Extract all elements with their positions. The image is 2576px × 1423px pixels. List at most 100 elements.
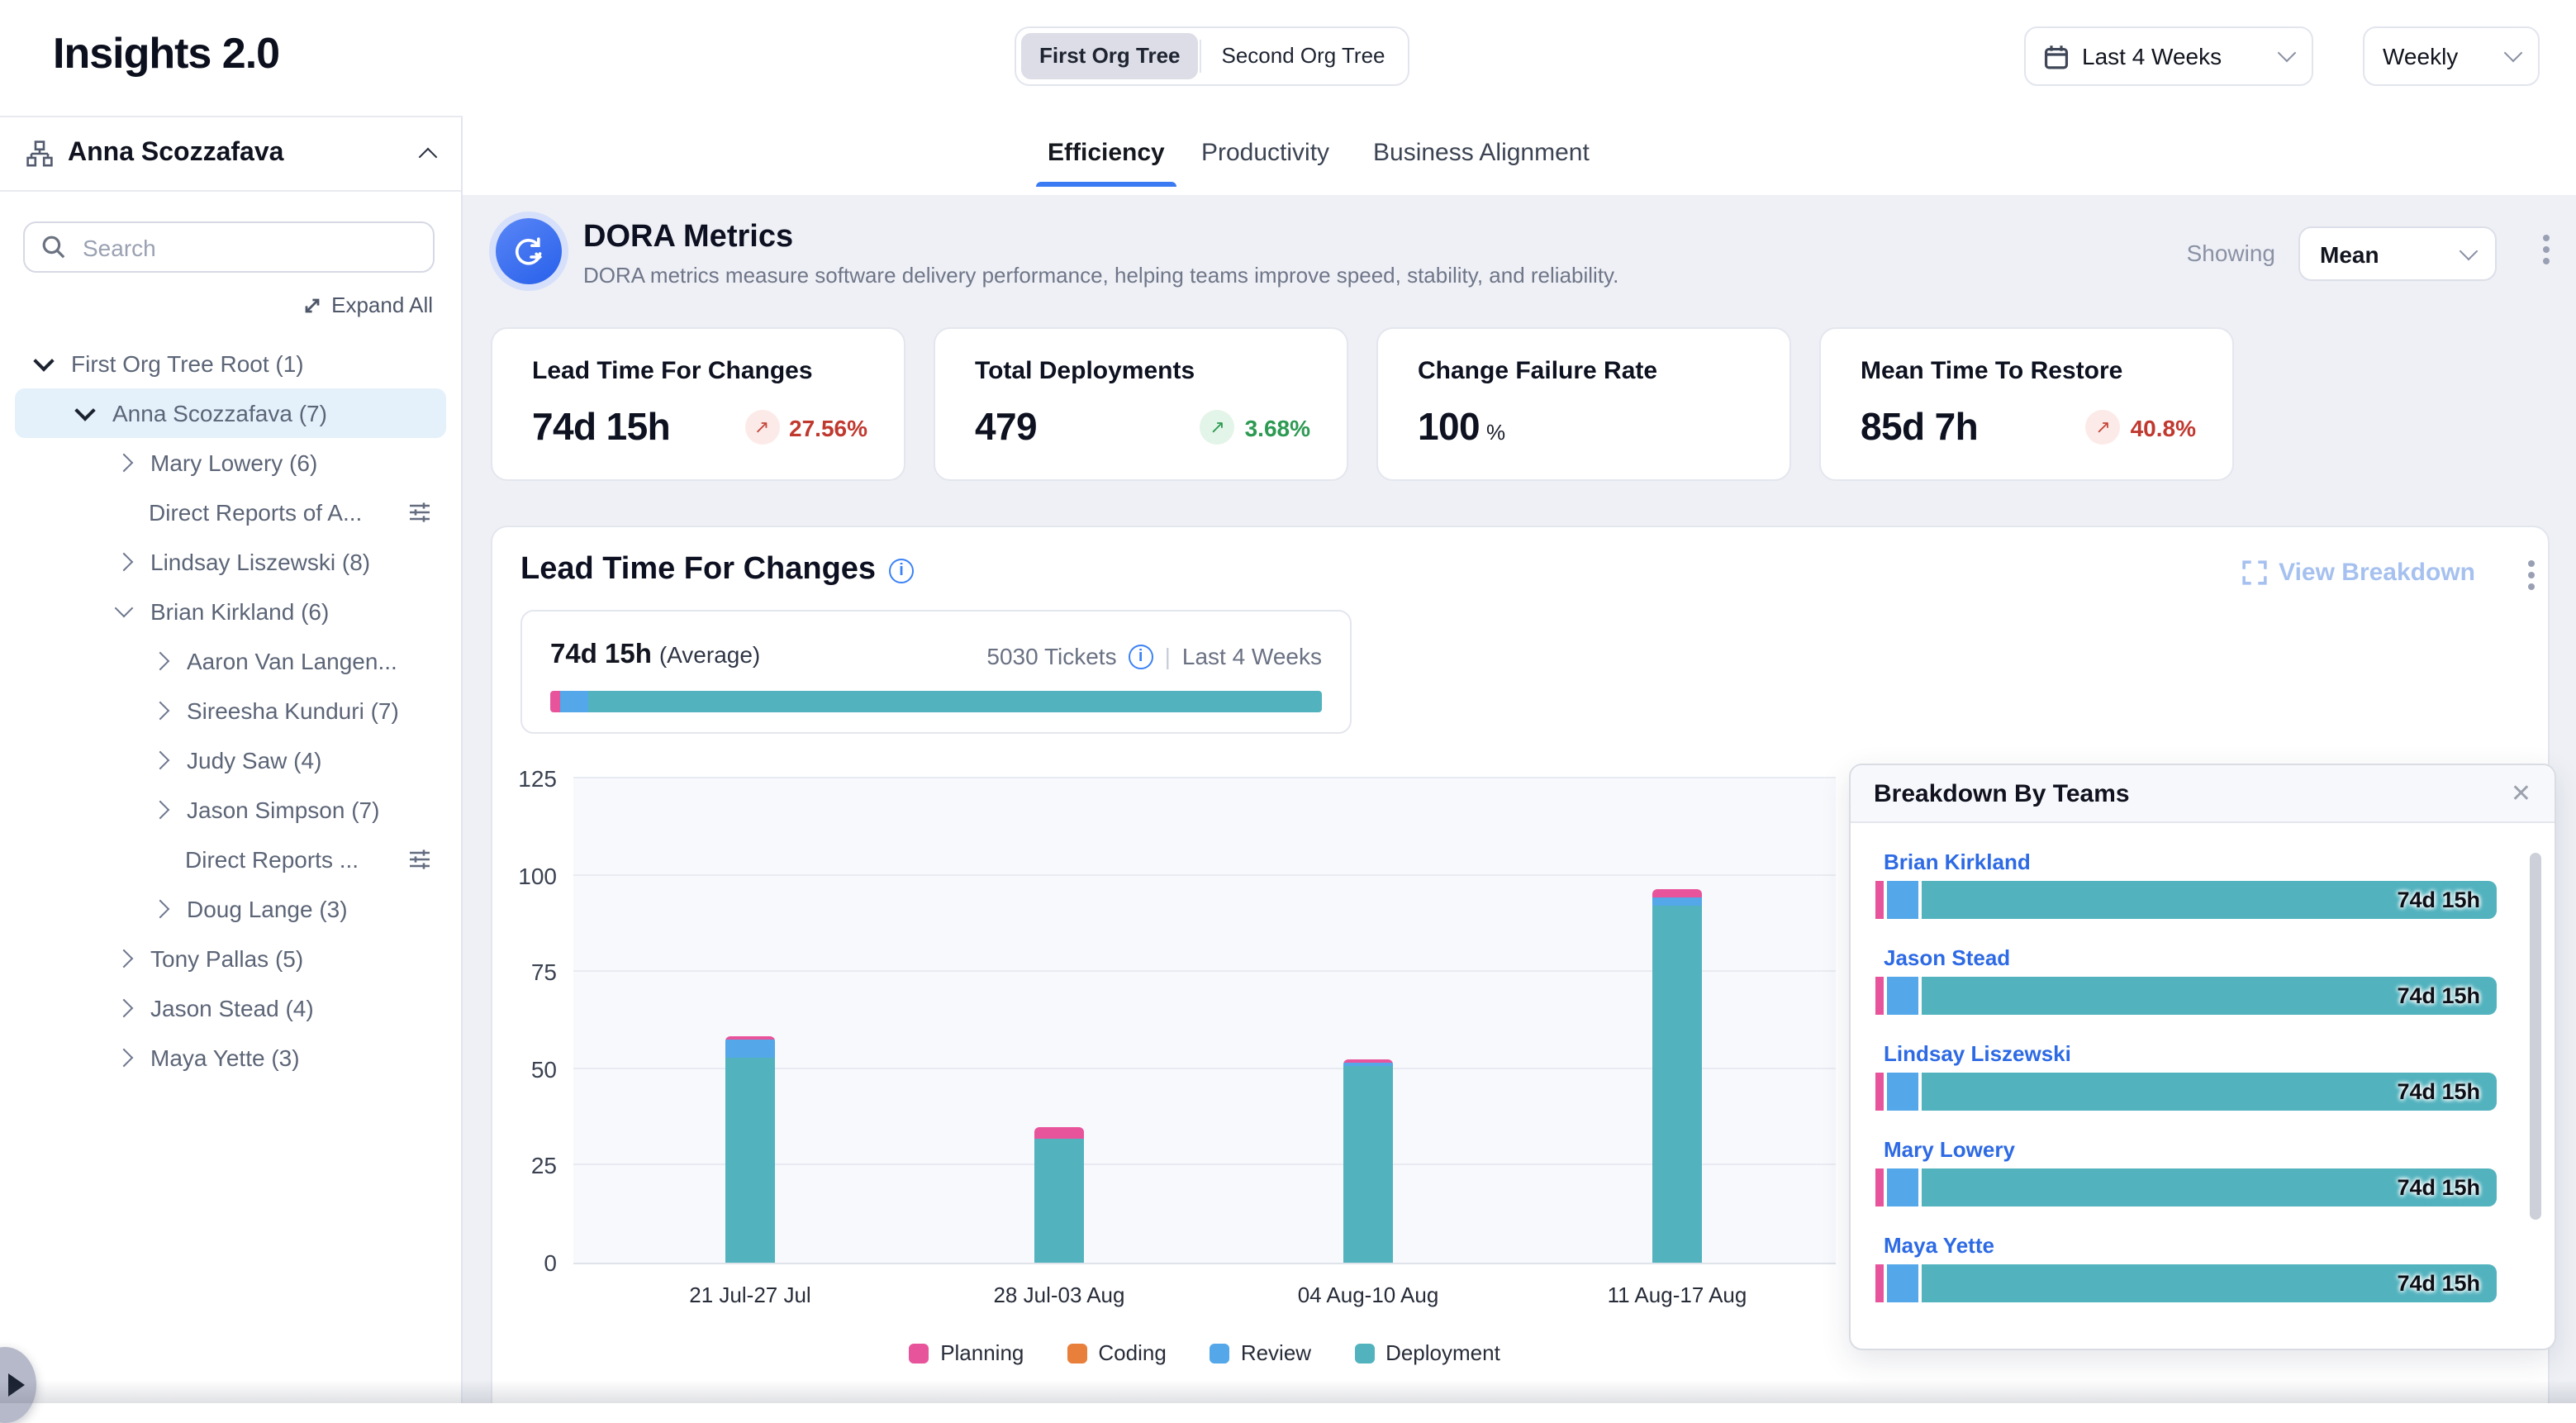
calendar-icon [2044, 44, 2069, 69]
chevron-down-icon [2460, 241, 2479, 260]
chevron-right-icon[interactable] [115, 999, 134, 1018]
tab-efficiency[interactable]: Efficiency [1048, 139, 1165, 167]
date-range-value: Last 4 Weeks [2082, 43, 2222, 69]
showing-select[interactable]: Mean [2298, 226, 2497, 281]
period-label: Last 4 Weeks [1182, 643, 1322, 669]
search-input[interactable] [79, 232, 416, 262]
team-value: 74d 15h [2397, 983, 2480, 1008]
tree-item-aaron-van-langen[interactable]: Aaron Van Langen... [15, 636, 446, 686]
tree-item-sireesha-kunduri[interactable]: Sireesha Kunduri (7) [15, 686, 446, 735]
toggle-first-org-tree[interactable]: First Org Tree [1021, 33, 1199, 79]
card-change-failure-rate[interactable]: Change Failure Rate 100% [1376, 327, 1791, 481]
chevron-down-icon [2504, 44, 2523, 63]
top-bar: Insights 2.0 First Org Tree Second Org T… [0, 0, 2576, 116]
team-phase-bar: 74d 15h [1875, 1073, 2497, 1111]
bar-21jul-27jul[interactable] [725, 1036, 775, 1263]
team-row-lindsay-liszewski: Lindsay Liszewski 74d 15h [1875, 1041, 2497, 1111]
filter-sliders-icon[interactable] [408, 848, 431, 871]
team-link[interactable]: Lindsay Liszewski [1884, 1041, 2497, 1066]
close-icon[interactable]: ✕ [2511, 781, 2531, 806]
team-row-jason-stead: Jason Stead 74d 15h [1875, 945, 2497, 1015]
sidebar-search[interactable] [23, 221, 435, 273]
chevron-right-icon[interactable] [151, 801, 170, 820]
filter-sliders-icon[interactable] [408, 501, 431, 524]
tree-item-brian-kirkland[interactable]: Brian Kirkland (6) [15, 587, 446, 636]
metric-cards-row: Lead Time For Changes 74d 15h ↗ 27.56% T… [491, 327, 2234, 481]
team-value: 74d 15h [2397, 888, 2480, 912]
chevron-up-icon[interactable] [419, 148, 438, 167]
team-link[interactable]: Brian Kirkland [1884, 850, 2497, 874]
planning-bar-segment [1652, 889, 1702, 897]
date-range-select[interactable]: Last 4 Weeks [2024, 26, 2313, 86]
average-summary-box: 74d 15h (Average) 5030 Tickets i | Last … [520, 610, 1352, 734]
chevron-right-icon[interactable] [151, 702, 170, 721]
tree-item-maya-yette[interactable]: Maya Yette (3) [15, 1033, 446, 1083]
chevron-right-icon[interactable] [115, 454, 134, 473]
legend-coding: Coding [1067, 1340, 1166, 1365]
sidebar-header[interactable]: Anna Scozzafava [0, 117, 461, 192]
chevron-down-icon[interactable] [33, 350, 54, 370]
team-phase-bar: 74d 15h [1875, 881, 2497, 919]
sidebar-owner-name: Anna Scozzafava [68, 139, 283, 169]
expand-all-label: Expand All [331, 293, 433, 317]
chevron-right-icon[interactable] [151, 751, 170, 770]
tree-item-anna-scozzafava[interactable]: Anna Scozzafava (7) [15, 388, 446, 438]
team-value: 74d 15h [2397, 1175, 2480, 1200]
chevron-down-icon[interactable] [74, 399, 95, 420]
team-link[interactable]: Mary Lowery [1884, 1137, 2497, 1162]
view-breakdown-button[interactable]: View Breakdown [2242, 559, 2475, 587]
tree-item-tony-pallas[interactable]: Tony Pallas (5) [15, 934, 446, 983]
deployment-swatch [1354, 1343, 1374, 1363]
x-axis-label: 11 Aug-17 Aug [1561, 1283, 1793, 1307]
toggle-second-org-tree[interactable]: Second Org Tree [1204, 33, 1404, 79]
percent-unit: % [1486, 420, 1505, 445]
dora-menu-kebab[interactable] [2543, 235, 2550, 264]
team-row-brian-kirkland: Brian Kirkland 74d 15h [1875, 850, 2497, 919]
chevron-right-icon[interactable] [115, 949, 134, 968]
tab-business-alignment[interactable]: Business Alignment [1373, 139, 1590, 167]
tree-item-first-org-tree-root[interactable]: First Org Tree Root (1) [15, 339, 446, 388]
x-axis-label: 04 Aug-10 Aug [1252, 1283, 1484, 1307]
chevron-right-icon[interactable] [115, 553, 134, 572]
lead-time-menu-kebab[interactable] [2528, 560, 2535, 590]
tree-item-mary-lowery[interactable]: Mary Lowery (6) [15, 438, 446, 488]
team-link[interactable]: Maya Yette [1884, 1233, 2497, 1258]
chevron-right-icon[interactable] [151, 652, 170, 671]
tree-item-lindsay-liszewski[interactable]: Lindsay Liszewski (8) [15, 537, 446, 587]
tree-item-judy-saw[interactable]: Judy Saw (4) [15, 735, 446, 785]
card-total-deployments[interactable]: Total Deployments 479 ↗ 3.68% [934, 327, 1348, 481]
y-axis-tick: 100 [484, 862, 557, 888]
panel-scrollbar[interactable] [2530, 853, 2541, 1220]
bar-11aug-17aug[interactable] [1652, 889, 1702, 1263]
chevron-down-icon[interactable] [115, 599, 134, 618]
card-mean-time-to-restore[interactable]: Mean Time To Restore 85d 7h ↗ 40.8% [1819, 327, 2234, 481]
tree-item-direct-reports-of-anna[interactable]: Direct Reports of A... [15, 488, 446, 537]
expand-all-button[interactable]: Expand All [302, 293, 433, 317]
bar-04aug-10aug[interactable] [1343, 1059, 1393, 1263]
team-phase-bar: 74d 15h [1875, 1264, 2497, 1302]
showing-label: Showing [2187, 240, 2275, 266]
sidebar-collapse-handle[interactable] [0, 1347, 36, 1423]
expand-corners-icon [2242, 560, 2267, 585]
tree-item-doug-lange[interactable]: Doug Lange (3) [15, 884, 446, 934]
info-icon[interactable]: i [889, 558, 914, 583]
dora-title: DORA Metrics [583, 220, 793, 256]
trend-up-icon: ↗ [1200, 410, 1235, 445]
granularity-select[interactable]: Weekly [2363, 26, 2540, 86]
team-link[interactable]: Jason Stead [1884, 945, 2497, 970]
y-axis-tick: 0 [484, 1249, 557, 1276]
info-icon[interactable]: i [1129, 644, 1153, 669]
tab-productivity[interactable]: Productivity [1201, 139, 1329, 167]
tree-item-jason-stead[interactable]: Jason Stead (4) [15, 983, 446, 1033]
average-value: 74d 15h [550, 640, 652, 669]
card-lead-time-for-changes[interactable]: Lead Time For Changes 74d 15h ↗ 27.56% [491, 327, 905, 481]
legend-deployment: Deployment [1354, 1340, 1500, 1365]
tree-item-direct-reports[interactable]: Direct Reports ... [15, 835, 446, 884]
chevron-right-icon[interactable] [151, 900, 170, 919]
bar-28jul-03aug[interactable] [1034, 1128, 1084, 1263]
insights-app: Insights 2.0 First Org Tree Second Org T… [0, 0, 2576, 1403]
x-axis-label: 28 Jul-03 Aug [943, 1283, 1175, 1307]
chevron-right-icon[interactable] [115, 1049, 134, 1068]
panel-header: Breakdown By Teams ✕ [1851, 765, 2555, 823]
tree-item-jason-simpson[interactable]: Jason Simpson (7) [15, 785, 446, 835]
